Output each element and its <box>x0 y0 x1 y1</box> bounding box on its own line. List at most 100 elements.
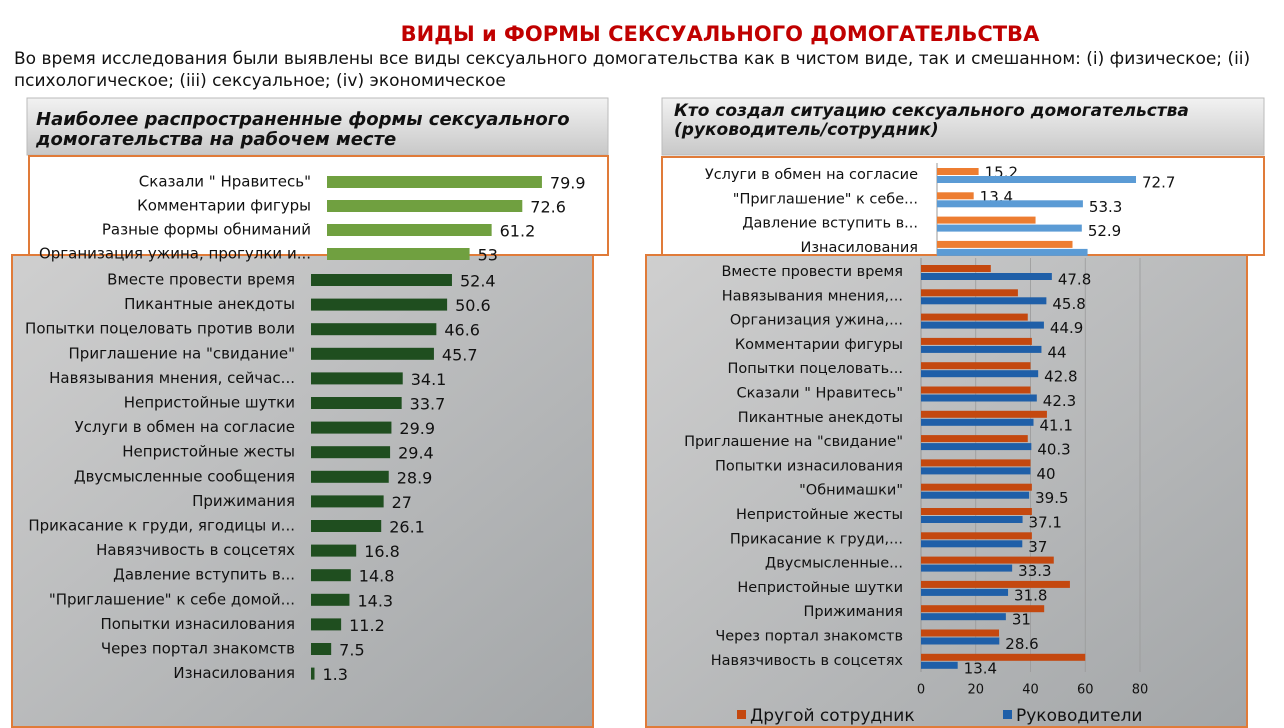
value-label: 39.5 <box>1035 489 1068 507</box>
value-label: 46.6 <box>444 321 480 340</box>
value-label: 45.7 <box>442 345 478 364</box>
category-label: Непристойные жесты <box>736 507 903 523</box>
category-label: Непристойные жесты <box>122 443 295 461</box>
bar <box>921 337 1032 345</box>
value-label: 53 <box>478 246 498 265</box>
category-label: "Приглашение" к себе домой... <box>49 590 295 608</box>
legend-label: Другой сотрудник <box>750 706 915 726</box>
value-label: 33.3 <box>1018 562 1051 580</box>
bar <box>921 418 1034 426</box>
chart-panel <box>11 254 594 728</box>
category-label: Прикасание к груди,... <box>730 531 903 547</box>
bar <box>921 386 1031 394</box>
x-tick-label: 60 <box>1077 683 1094 698</box>
category-label: Через портал знакомств <box>101 640 295 658</box>
bar <box>937 192 974 200</box>
chart-title-box <box>26 97 609 156</box>
bar <box>327 176 542 188</box>
bar <box>921 265 991 272</box>
value-label: 40 <box>1037 465 1056 483</box>
x-tick-label: 80 <box>1132 683 1149 698</box>
value-label: 52.4 <box>460 272 496 291</box>
value-label: 44.9 <box>1050 319 1083 337</box>
slide-title: ВИДЫ и ФОРМЫ СЕКСУАЛЬНОГО ДОМОГАТЕЛЬСТВА <box>401 22 1040 46</box>
category-label: Через портал знакомств <box>715 629 903 645</box>
value-label: 13.4 <box>964 659 997 677</box>
category-label: Непристойные шутки <box>124 394 295 412</box>
bar <box>921 362 1031 370</box>
value-label: 11.2 <box>349 616 385 635</box>
bar <box>937 168 979 175</box>
bar <box>921 313 1028 321</box>
bar <box>311 397 402 409</box>
category-label: Услуги в обмен на согласие <box>75 418 295 436</box>
category-label: Изнасилования <box>800 240 918 256</box>
value-label: 34.1 <box>411 370 447 389</box>
bar <box>921 273 1052 280</box>
value-label: 29.9 <box>399 419 435 438</box>
legend-swatch <box>737 710 746 719</box>
bar <box>311 643 332 655</box>
chart-panel <box>645 254 1248 728</box>
bar <box>921 580 1070 588</box>
bar <box>327 200 523 212</box>
category-label: Комментарии фигуры <box>137 197 311 215</box>
x-tick-label: 0 <box>917 683 925 698</box>
bar <box>921 443 1032 451</box>
value-label: 14.8 <box>359 567 395 586</box>
bar <box>937 240 1073 248</box>
bar <box>921 508 1032 515</box>
category-label: Двусмысленные... <box>765 556 903 572</box>
value-label: 31 <box>1012 611 1031 629</box>
value-label: 47.8 <box>1058 271 1091 289</box>
bar <box>921 289 1018 297</box>
chart-title: Кто создал ситуацию сексуального домогат… <box>674 101 1189 121</box>
bar <box>921 459 1031 467</box>
chart-title: Наиболее распространенные формы сексуаль… <box>36 109 570 130</box>
value-label: 37 <box>1028 538 1047 556</box>
value-label: 14.3 <box>357 591 393 610</box>
category-label: Вместе провести время <box>107 271 295 289</box>
bar <box>311 446 391 459</box>
bar <box>311 347 434 360</box>
category-label: "Приглашение" к себе... <box>733 191 918 207</box>
category-label: Пикантные анекдоты <box>124 295 295 313</box>
bar <box>311 372 403 385</box>
value-label: 41.1 <box>1040 416 1073 434</box>
bar <box>937 200 1083 208</box>
bar <box>921 540 1023 548</box>
slide-text: Во время исследования были выявлены все … <box>14 49 1250 69</box>
value-label: 31.8 <box>1014 586 1047 604</box>
category-label: Давление вступить в... <box>113 566 295 584</box>
bar <box>311 593 350 606</box>
bar <box>921 653 1086 661</box>
bar <box>921 297 1047 305</box>
value-label: 42.3 <box>1043 392 1076 410</box>
category-label: Навязывания мнения, сейчас... <box>49 369 295 387</box>
value-label: 28.9 <box>397 468 433 487</box>
value-label: 42.8 <box>1044 368 1077 386</box>
value-label: 27 <box>392 493 412 512</box>
category-label: Пикантные анекдоты <box>738 410 903 426</box>
bar <box>921 483 1032 491</box>
value-label: 1.3 <box>322 665 347 684</box>
value-label: 26.1 <box>389 518 425 537</box>
bar <box>921 629 1000 637</box>
category-label: Навязывания мнения,... <box>722 288 903 304</box>
bar <box>311 323 437 336</box>
bar <box>311 667 315 680</box>
bar <box>921 661 958 669</box>
bar <box>937 176 1137 183</box>
category-label: Комментарии фигуры <box>735 337 903 353</box>
legend-label: Руководители <box>1016 706 1142 726</box>
bar <box>921 564 1013 572</box>
value-label: 29.4 <box>398 444 434 463</box>
category-label: Изнасилования <box>173 664 295 682</box>
bar <box>311 618 342 631</box>
category-label: Попытки поцеловать против воли <box>25 320 295 338</box>
value-label: 7.5 <box>339 641 364 660</box>
value-label: 40.3 <box>1037 441 1070 459</box>
bar <box>921 613 1006 621</box>
